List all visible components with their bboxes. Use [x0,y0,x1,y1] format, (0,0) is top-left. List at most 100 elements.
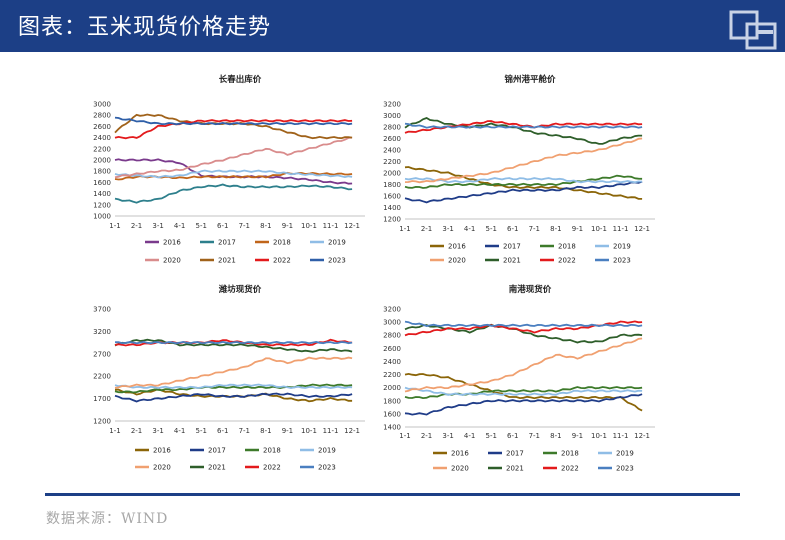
legend-label-2021: 2021 [506,465,524,473]
x-tick-label: 10-1 [591,225,607,233]
x-tick-label: 6-1 [507,225,518,233]
y-tick-label: 1400 [383,424,401,432]
legend-label-2019: 2019 [318,447,336,455]
x-tick-label: 3-1 [152,222,163,230]
x-tick-label: 1-1 [399,432,410,440]
y-tick-label: 2200 [383,158,401,166]
x-tick-label: 6-1 [217,427,228,435]
series-line-2018 [114,383,353,394]
x-tick-label: 8-1 [550,432,561,440]
chart-panel-1: 长春出库价 1000 1200 1400 1600 1800 2000 2200 2400 260… [93,74,365,265]
legend-label-2021: 2021 [503,257,521,265]
x-tick-label: 6-1 [507,432,518,440]
x-tick-label: 3-1 [442,225,453,233]
series-line-2023 [114,116,353,126]
y-tick-label: 2800 [93,112,111,120]
legend-label-2016: 2016 [163,239,181,247]
y-tick-label: 2400 [383,358,401,366]
x-tick-label: 2-1 [421,225,432,233]
series-line-2021 [404,323,643,344]
series-line-2019 [114,383,353,390]
series-line-2017 [404,180,643,204]
series-line-2020 [114,356,353,389]
series-line-2020 [114,136,353,179]
x-tick-label: 1-1 [109,427,120,435]
legend-label-2017: 2017 [208,447,226,455]
series-line-2016 [114,158,353,185]
series-line-2017 [404,393,643,416]
x-tick-label: 12-1 [344,222,360,230]
x-tick-label: 1-1 [399,225,410,233]
legend-label-2018: 2018 [561,450,579,458]
x-tick-label: 4-1 [464,432,475,440]
legend-label-2016: 2016 [153,447,171,455]
x-tick-label: 9-1 [572,432,583,440]
series-line-2016 [404,166,643,200]
x-tick-label: 7-1 [239,222,250,230]
x-tick-label: 2-1 [131,427,142,435]
y-tick-label: 1600 [383,410,401,418]
x-tick-label: 9-1 [282,427,293,435]
y-tick-label: 2600 [383,345,401,353]
y-tick-label: 2700 [93,350,111,358]
chart-panel-4: 南港现货价 1400 1600 1800 2000 2200 2400 2600 2800 300… [383,284,655,473]
y-tick-label: 3000 [383,319,401,327]
series-line-2019 [404,386,643,396]
y-tick-label: 3000 [383,112,401,120]
series-line-2021 [114,338,353,353]
y-tick-label: 1800 [93,168,111,176]
page-title: 图表：玉米现货价格走势 [18,15,272,40]
chart-panel-2: 锦州港平舱价 1200 1400 1600 1800 2000 2200 2400 2600 28… [383,74,655,265]
x-tick-label: 12-1 [634,225,650,233]
legend-label-2022: 2022 [561,465,579,473]
legend-label-2018: 2018 [273,239,291,247]
series-line-2023 [404,122,643,129]
x-tick-label: 10-1 [301,222,317,230]
series-line-2020 [404,337,643,393]
x-tick-label: 2-1 [421,432,432,440]
x-tick-label: 8-1 [550,225,561,233]
footer-divider [45,493,740,496]
legend-label-2018: 2018 [558,243,576,251]
series-line-2021 [114,113,353,140]
y-tick-label: 2000 [383,384,401,392]
y-tick-label: 2400 [383,147,401,155]
legend-label-2019: 2019 [328,239,346,247]
y-tick-label: 2000 [93,157,111,165]
y-tick-label: 1400 [383,204,401,212]
legend-label-2019: 2019 [613,243,631,251]
legend-label-2017: 2017 [218,239,236,247]
x-tick-label: 11-1 [323,222,339,230]
x-tick-label: 5-1 [195,222,206,230]
x-tick-label: 7-1 [529,225,540,233]
x-tick-label: 5-1 [195,427,206,435]
chart-panel-3: 潍坊现货价 1200 1700 2200 2700 3200 3700 1-1 2-1 3-1 4-… [93,284,365,472]
series-line-2017 [114,183,353,204]
series-line-2019 [114,169,353,179]
y-tick-label: 1700 [93,395,111,403]
y-tick-label: 2800 [383,332,401,340]
y-tick-label: 1600 [93,179,111,187]
series-line-2017 [114,392,353,403]
series-line-2019 [404,177,643,184]
y-tick-label: 2600 [93,123,111,131]
legend-label-2022: 2022 [558,257,576,265]
series-line-2020 [404,137,643,184]
legend-label-2022: 2022 [273,257,291,265]
series-line-2018 [404,174,643,189]
legend-label-2017: 2017 [503,243,521,251]
x-tick-label: 3-1 [442,432,453,440]
x-tick-label: 4-1 [174,222,185,230]
y-tick-label: 3200 [383,101,401,109]
chart-title: 潍坊现货价 [219,284,262,295]
chart-title: 南港现货价 [509,284,552,295]
chart-title: 长春出库价 [219,74,262,85]
y-tick-label: 2200 [93,373,111,381]
company-logo [729,10,777,50]
x-tick-label: 7-1 [529,432,540,440]
y-tick-label: 1200 [383,216,401,224]
x-tick-label: 10-1 [301,427,317,435]
chart-title: 锦州港平舱价 [504,74,556,85]
y-tick-label: 2600 [383,135,401,143]
x-tick-label: 3-1 [152,427,163,435]
